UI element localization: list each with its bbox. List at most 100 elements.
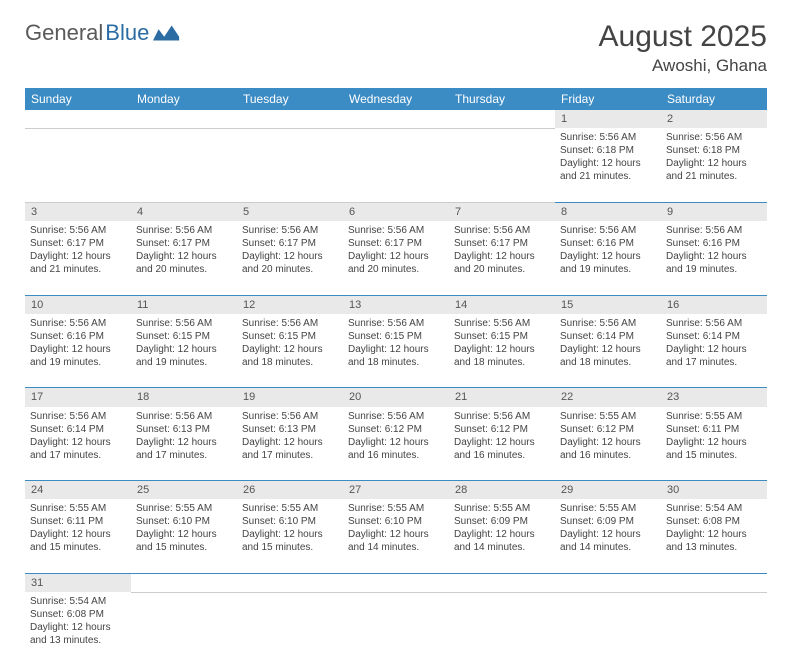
day-sr: Sunrise: 5:55 AM — [348, 502, 444, 515]
day-ss: Sunset: 6:11 PM — [30, 515, 126, 528]
day-number-cell: 23 — [661, 388, 767, 407]
day-d2: and 16 minutes. — [560, 449, 656, 462]
day-d2: and 20 minutes. — [136, 263, 232, 276]
day-d2: and 19 minutes. — [560, 263, 656, 276]
day-d1: Daylight: 12 hours — [560, 436, 656, 449]
day-d1: Daylight: 12 hours — [30, 250, 126, 263]
day-number-cell: 8 — [555, 202, 661, 221]
day-sr: Sunrise: 5:56 AM — [136, 410, 232, 423]
day-sr: Sunrise: 5:56 AM — [30, 317, 126, 330]
day-detail-cell: Sunrise: 5:56 AMSunset: 6:18 PMDaylight:… — [555, 128, 661, 202]
day-number-cell: 3 — [25, 202, 131, 221]
day-number-cell — [661, 573, 767, 592]
day-ss: Sunset: 6:12 PM — [348, 423, 444, 436]
day-d1: Daylight: 12 hours — [242, 436, 338, 449]
weekday-header: Thursday — [449, 88, 555, 110]
day-d1: Daylight: 12 hours — [348, 343, 444, 356]
day-detail-row: Sunrise: 5:56 AMSunset: 6:16 PMDaylight:… — [25, 314, 767, 388]
daynum-row: 10111213141516 — [25, 295, 767, 314]
day-sr: Sunrise: 5:56 AM — [666, 131, 762, 144]
day-sr: Sunrise: 5:55 AM — [30, 502, 126, 515]
day-number-cell: 2 — [661, 110, 767, 128]
day-d1: Daylight: 12 hours — [30, 436, 126, 449]
day-detail-cell: Sunrise: 5:56 AMSunset: 6:17 PMDaylight:… — [449, 221, 555, 295]
day-sr: Sunrise: 5:54 AM — [30, 595, 126, 608]
logo: GeneralBlue — [25, 20, 181, 46]
daynum-row: 31 — [25, 573, 767, 592]
day-number-cell: 14 — [449, 295, 555, 314]
day-detail-cell: Sunrise: 5:56 AMSunset: 6:13 PMDaylight:… — [131, 407, 237, 481]
day-d2: and 14 minutes. — [560, 541, 656, 554]
month-title: August 2025 — [599, 20, 767, 54]
day-detail-cell: Sunrise: 5:56 AMSunset: 6:17 PMDaylight:… — [237, 221, 343, 295]
logo-flag-icon — [153, 23, 181, 43]
day-sr: Sunrise: 5:55 AM — [560, 502, 656, 515]
day-number-cell: 31 — [25, 573, 131, 592]
day-ss: Sunset: 6:14 PM — [560, 330, 656, 343]
day-detail-cell: Sunrise: 5:56 AMSunset: 6:15 PMDaylight:… — [131, 314, 237, 388]
day-ss: Sunset: 6:14 PM — [30, 423, 126, 436]
day-d1: Daylight: 12 hours — [560, 528, 656, 541]
day-d1: Daylight: 12 hours — [136, 528, 232, 541]
day-d2: and 17 minutes. — [136, 449, 232, 462]
day-d1: Daylight: 12 hours — [30, 343, 126, 356]
day-detail-cell: Sunrise: 5:56 AMSunset: 6:17 PMDaylight:… — [25, 221, 131, 295]
day-detail-row: Sunrise: 5:56 AMSunset: 6:17 PMDaylight:… — [25, 221, 767, 295]
day-d2: and 20 minutes. — [242, 263, 338, 276]
day-d2: and 17 minutes. — [30, 449, 126, 462]
day-detail-cell — [555, 592, 661, 666]
day-detail-cell: Sunrise: 5:55 AMSunset: 6:11 PMDaylight:… — [661, 407, 767, 481]
day-d1: Daylight: 12 hours — [454, 436, 550, 449]
day-ss: Sunset: 6:15 PM — [136, 330, 232, 343]
day-detail-cell: Sunrise: 5:55 AMSunset: 6:09 PMDaylight:… — [449, 499, 555, 573]
day-detail-cell: Sunrise: 5:54 AMSunset: 6:08 PMDaylight:… — [661, 499, 767, 573]
day-sr: Sunrise: 5:56 AM — [348, 224, 444, 237]
day-detail-cell: Sunrise: 5:55 AMSunset: 6:10 PMDaylight:… — [343, 499, 449, 573]
day-detail-row: Sunrise: 5:56 AMSunset: 6:14 PMDaylight:… — [25, 407, 767, 481]
day-number-cell: 5 — [237, 202, 343, 221]
day-d2: and 19 minutes. — [136, 356, 232, 369]
day-sr: Sunrise: 5:56 AM — [560, 224, 656, 237]
daynum-row: 24252627282930 — [25, 481, 767, 500]
title-block: August 2025 Awoshi, Ghana — [599, 20, 767, 76]
day-d2: and 18 minutes. — [348, 356, 444, 369]
day-number-cell — [237, 573, 343, 592]
day-number-cell: 26 — [237, 481, 343, 500]
day-number-cell: 13 — [343, 295, 449, 314]
day-d1: Daylight: 12 hours — [666, 343, 762, 356]
day-d1: Daylight: 12 hours — [560, 343, 656, 356]
day-number-cell: 16 — [661, 295, 767, 314]
day-d1: Daylight: 12 hours — [136, 436, 232, 449]
day-number-cell: 18 — [131, 388, 237, 407]
day-detail-cell: Sunrise: 5:56 AMSunset: 6:15 PMDaylight:… — [343, 314, 449, 388]
day-ss: Sunset: 6:15 PM — [348, 330, 444, 343]
day-sr: Sunrise: 5:55 AM — [666, 410, 762, 423]
weekday-header-row: SundayMondayTuesdayWednesdayThursdayFrid… — [25, 88, 767, 110]
day-d2: and 18 minutes. — [242, 356, 338, 369]
day-sr: Sunrise: 5:55 AM — [454, 502, 550, 515]
day-detail-cell: Sunrise: 5:56 AMSunset: 6:17 PMDaylight:… — [343, 221, 449, 295]
day-d1: Daylight: 12 hours — [348, 250, 444, 263]
day-detail-cell — [237, 128, 343, 202]
day-number-cell: 4 — [131, 202, 237, 221]
day-d1: Daylight: 12 hours — [30, 621, 126, 634]
day-sr: Sunrise: 5:56 AM — [242, 224, 338, 237]
day-d1: Daylight: 12 hours — [454, 343, 550, 356]
day-ss: Sunset: 6:16 PM — [666, 237, 762, 250]
day-d2: and 18 minutes. — [454, 356, 550, 369]
day-ss: Sunset: 6:17 PM — [136, 237, 232, 250]
logo-text-general: General — [25, 20, 103, 46]
day-number-cell: 22 — [555, 388, 661, 407]
day-detail-cell — [131, 128, 237, 202]
day-sr: Sunrise: 5:56 AM — [242, 410, 338, 423]
day-d1: Daylight: 12 hours — [560, 157, 656, 170]
day-d2: and 20 minutes. — [454, 263, 550, 276]
day-d1: Daylight: 12 hours — [242, 250, 338, 263]
day-d2: and 21 minutes. — [560, 170, 656, 183]
day-detail-cell: Sunrise: 5:56 AMSunset: 6:15 PMDaylight:… — [237, 314, 343, 388]
day-d2: and 19 minutes. — [666, 263, 762, 276]
day-ss: Sunset: 6:13 PM — [136, 423, 232, 436]
day-ss: Sunset: 6:17 PM — [242, 237, 338, 250]
day-d2: and 15 minutes. — [666, 449, 762, 462]
day-sr: Sunrise: 5:56 AM — [348, 317, 444, 330]
